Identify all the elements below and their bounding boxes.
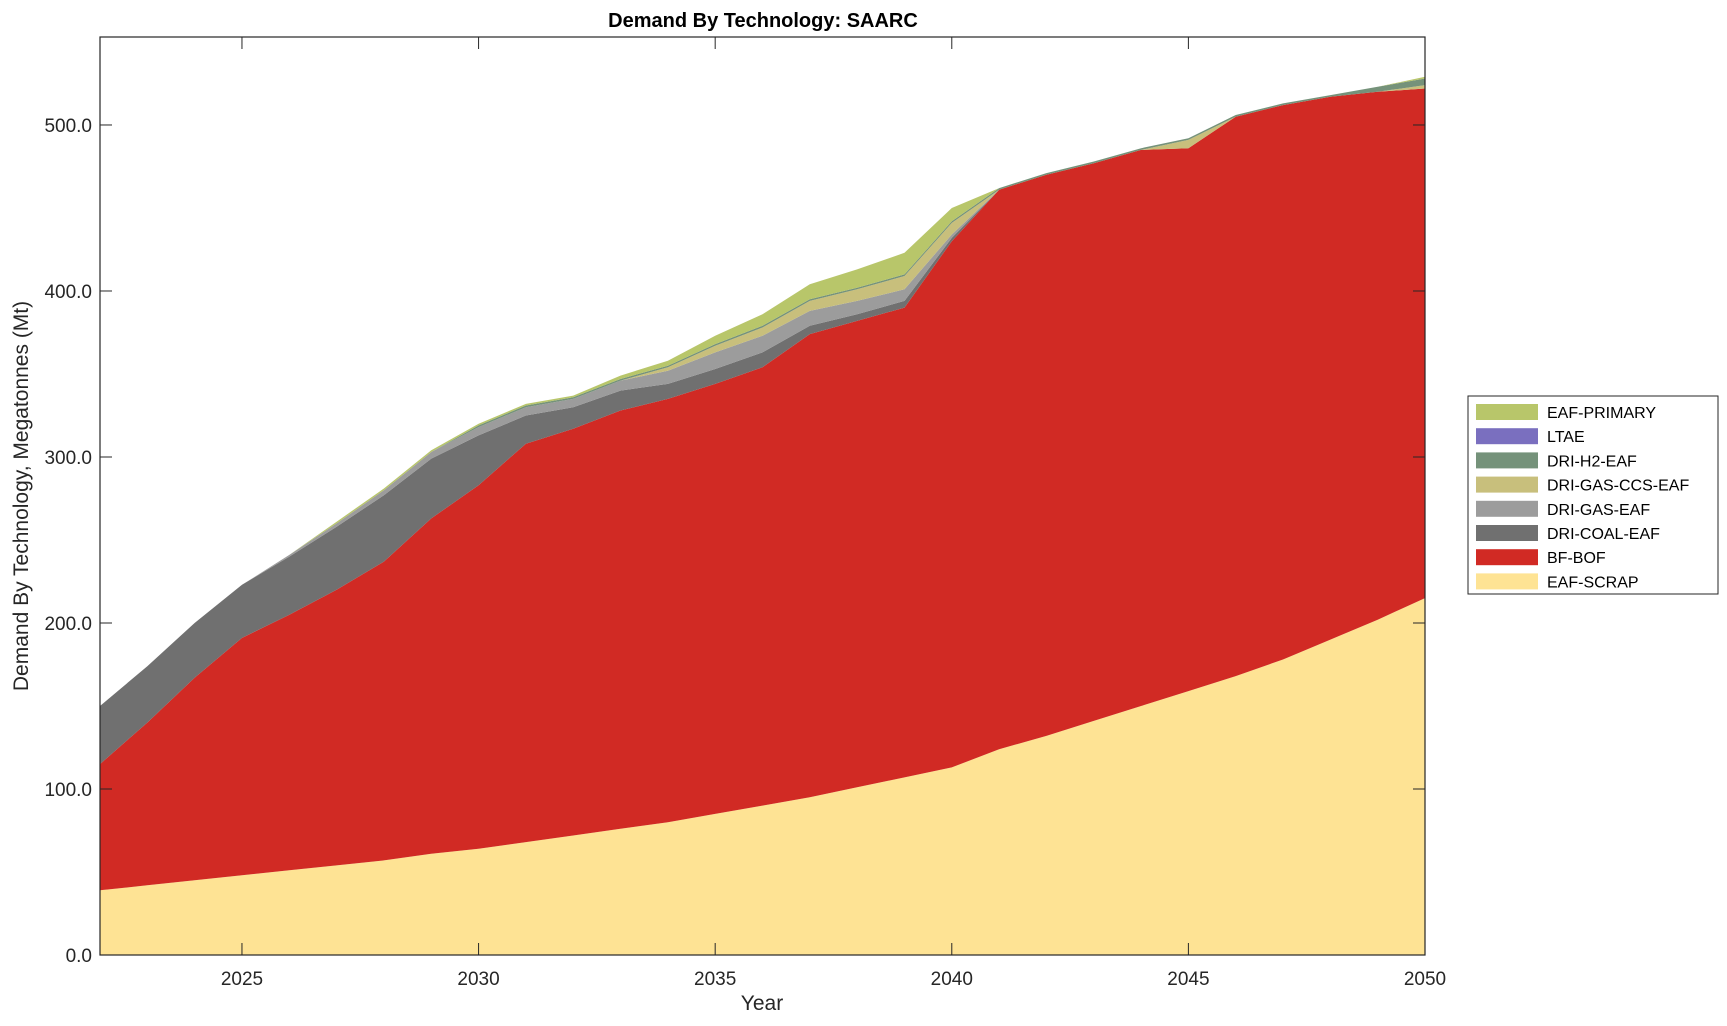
x-tick-label: 2040	[931, 969, 973, 990]
legend-label-dri-coal-eaf: DRI-COAL-EAF	[1547, 526, 1660, 543]
y-tick-label: 500.0	[44, 116, 92, 137]
legend-label-dri-h2-eaf: DRI-H2-EAF	[1547, 453, 1637, 470]
legend-label-dri-gas-eaf: DRI-GAS-EAF	[1547, 502, 1650, 519]
area-bf-bof	[100, 88, 1425, 891]
legend-swatch-bf-bof	[1476, 549, 1538, 566]
legend-label-bf-bof: BF-BOF	[1547, 550, 1606, 567]
y-tick-label: 200.0	[44, 614, 92, 635]
y-tick-label: 300.0	[44, 448, 92, 469]
chart-title: Demand By Technology: SAARC	[608, 10, 918, 32]
y-axis: 0.0 100.0 200.0 300.0 400.0 500.0	[44, 116, 1425, 967]
legend-swatch-dri-coal-eaf	[1476, 525, 1538, 541]
legend-label-ltae: LTAE	[1547, 429, 1585, 446]
legend-swatch-ltae	[1476, 428, 1538, 445]
plot-frame	[99, 36, 1426, 956]
legend: EAF-PRIMARY LTAE DRI-H2-EAF DRI-GAS-CCS-EAF…	[1467, 395, 1719, 595]
y-tick-label: 100.0	[44, 780, 92, 801]
area-eaf-scrap	[100, 598, 1425, 955]
x-tick-label: 2035	[694, 969, 736, 990]
legend-label-eaf-scrap: EAF-SCRAP	[1547, 574, 1639, 591]
legend-swatch-eaf-scrap	[1476, 573, 1538, 590]
x-axis-label: Year	[741, 992, 783, 1015]
legend-swatch-eaf-primary	[1476, 404, 1538, 420]
x-tick-label: 2025	[221, 969, 263, 990]
x-tick-label: 2030	[457, 969, 499, 990]
y-axis-label: Demand By Technology, Megatonnes (Mt)	[10, 301, 33, 691]
legend-swatch-dri-gas-ccs-eaf	[1476, 476, 1538, 493]
legend-swatch-dri-gas-eaf	[1476, 500, 1538, 517]
x-axis: 2025 2030 2035 2040 2045 2050	[221, 37, 1446, 990]
y-tick-label: 0.0	[66, 946, 92, 967]
x-tick-label: 2050	[1404, 969, 1446, 990]
legend-label-dri-gas-ccs-eaf: DRI-GAS-CCS-EAF	[1547, 478, 1689, 495]
legend-swatch-dri-h2-eaf	[1476, 452, 1538, 469]
area-layers	[100, 76, 1425, 955]
x-tick-label: 2045	[1167, 969, 1209, 990]
legend-label-eaf-primary: EAF-PRIMARY	[1547, 405, 1656, 422]
y-tick-label: 400.0	[44, 282, 92, 303]
